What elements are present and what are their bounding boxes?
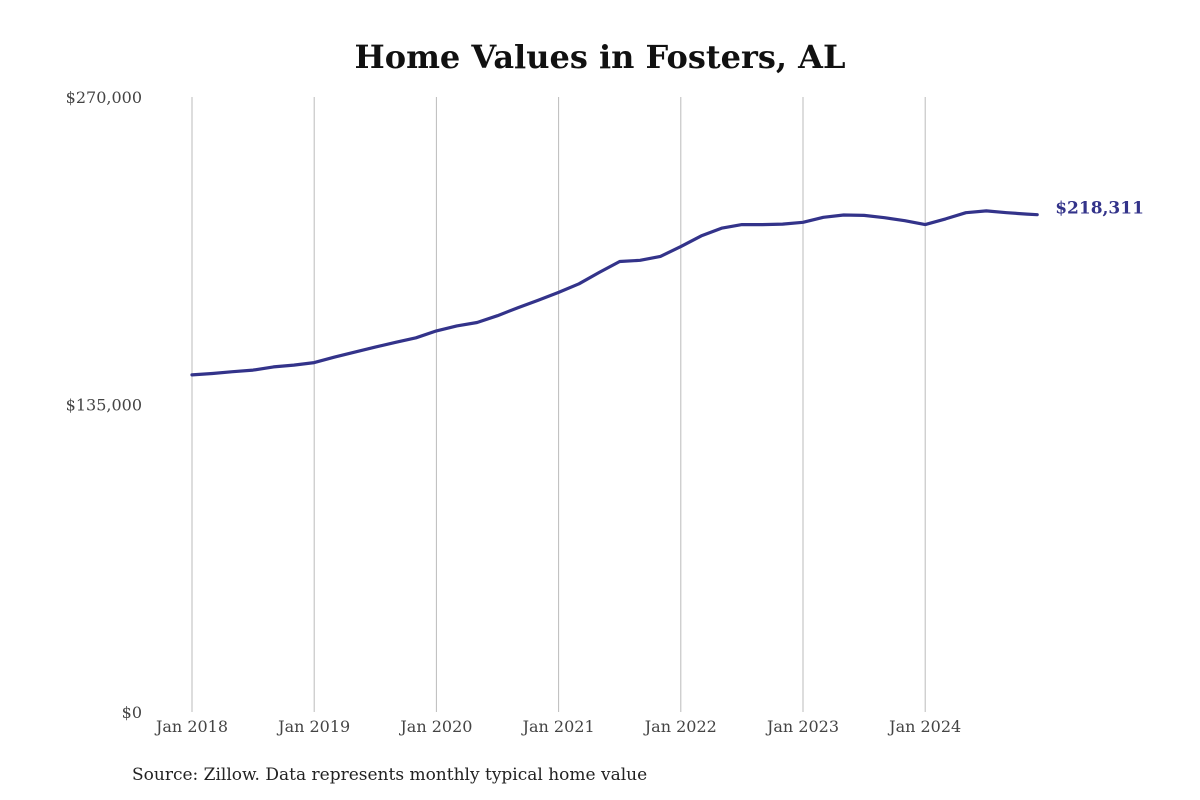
end-value-label: $218,311: [1055, 199, 1144, 219]
x-tick-label: Jan 2018: [154, 717, 228, 736]
y-tick-label: $135,000: [66, 396, 142, 415]
x-tick-label: Jan 2019: [276, 717, 350, 736]
gridlines: [191, 97, 926, 712]
x-tick-label: Jan 2020: [398, 717, 472, 736]
source-note: Source: Zillow. Data represents monthly …: [132, 765, 648, 785]
chart-title: Home Values in Fosters, AL: [354, 38, 846, 76]
y-tick-label: $0: [122, 703, 142, 722]
y-axis-ticks: $0 $135,000 $270,000: [66, 88, 142, 722]
series-line: [190, 209, 1039, 377]
x-tick-label: Jan 2024: [887, 717, 961, 736]
x-tick-label: Jan 2023: [765, 717, 839, 736]
x-tick-label: Jan 2022: [643, 717, 717, 736]
y-tick-label: $270,000: [66, 88, 142, 107]
series-layer: $218,311: [190, 199, 1144, 377]
x-axis-ticks: Jan 2018 Jan 2019 Jan 2020 Jan 2021 Jan 2022…: [154, 717, 961, 736]
x-tick-label: Jan 2021: [521, 717, 595, 736]
